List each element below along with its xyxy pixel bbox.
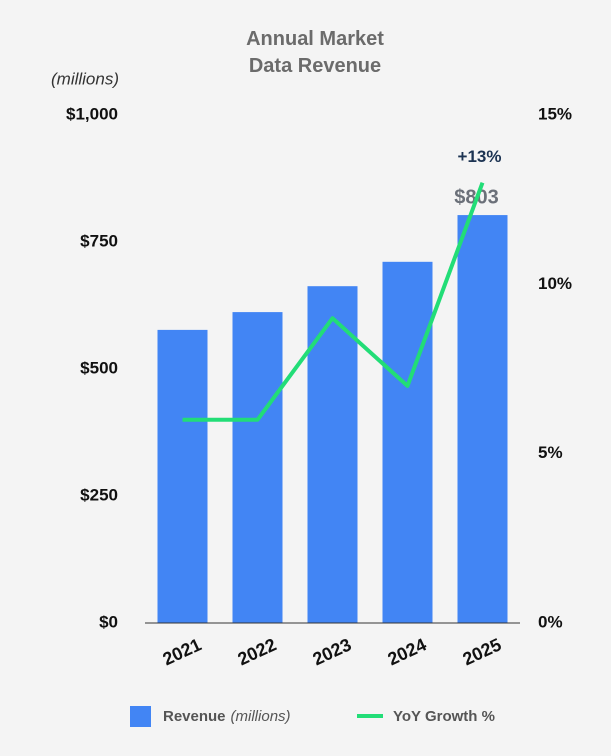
x-tick-label: 2022 (235, 634, 280, 669)
y2-tick-label: 0% (538, 612, 563, 631)
legend-label: YoY Growth % (393, 708, 495, 725)
x-tick-label: 2023 (310, 634, 355, 669)
y2-tick-label: 5% (538, 443, 563, 462)
bar (307, 286, 358, 623)
y-tick-label: $250 (80, 485, 118, 504)
y-tick-label: $0 (99, 612, 118, 631)
line (182, 182, 485, 422)
y-axis-label: (millions) (51, 69, 119, 88)
y-tick-label: $500 (80, 358, 118, 377)
bar (382, 261, 433, 623)
legend-swatch (130, 706, 151, 727)
bar (457, 215, 508, 624)
chart-title: Annual Market Data Revenue (246, 28, 384, 77)
legend-name: Revenue (163, 708, 226, 725)
y2-tick-label: 10% (538, 274, 572, 293)
data-label: +13% (458, 147, 502, 166)
x-tick-label: 2021 (160, 634, 205, 669)
x-tick-label: 2024 (385, 634, 430, 669)
bar (232, 312, 283, 623)
legend-unit: (millions) (231, 708, 291, 725)
x-tick-label: 2025 (460, 634, 505, 669)
y-tick-label: $750 (80, 231, 118, 250)
y-tick-label: $1,000 (66, 104, 118, 123)
legend-label: Revenue (millions) (163, 708, 291, 725)
bar (157, 329, 208, 623)
y2-tick-label: 15% (538, 104, 572, 123)
